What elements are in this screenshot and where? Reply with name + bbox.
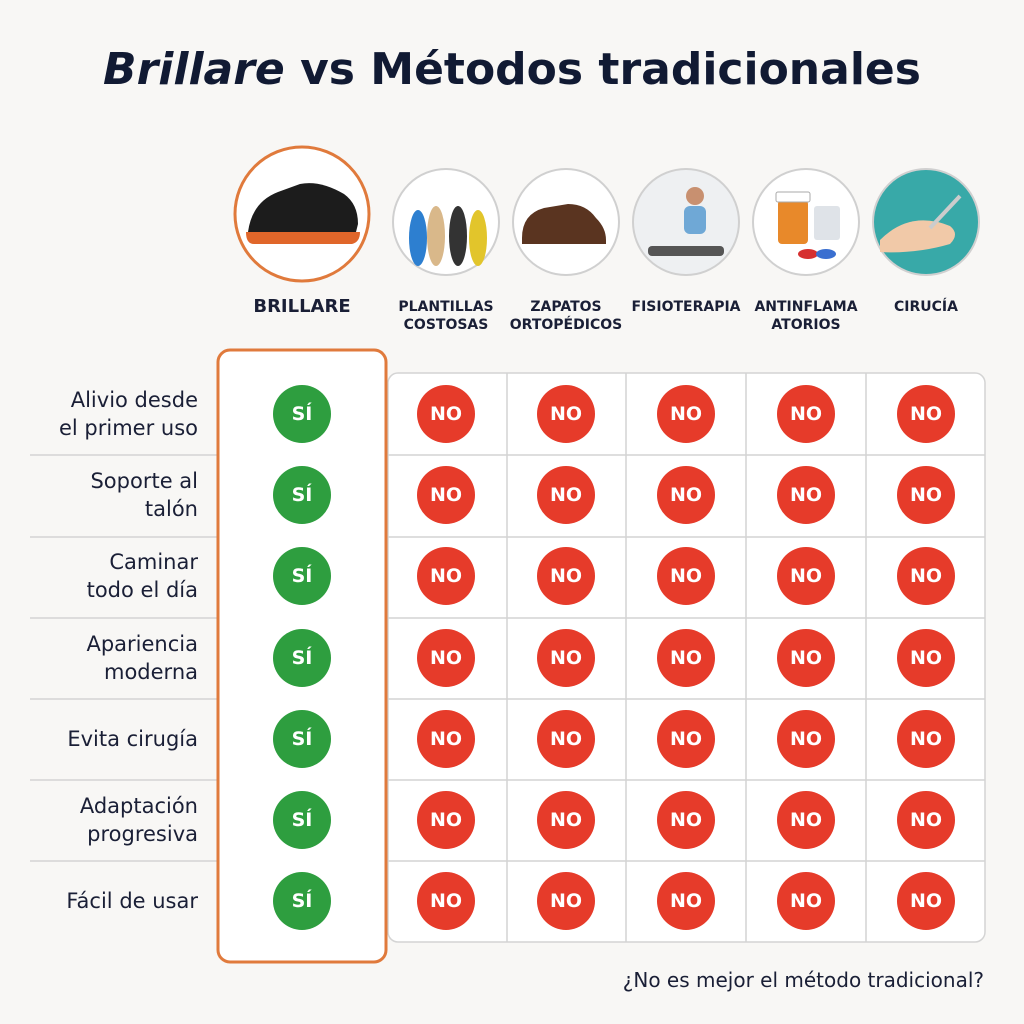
no-badge: NO (777, 872, 835, 931)
no-badge: NO (537, 628, 595, 687)
no-badge: NO (897, 709, 955, 768)
column-header: PLANTILLAS COSTOSAS (398, 299, 494, 333)
icon-brillare (233, 145, 371, 283)
column-header: FISIOTERAPIA (631, 299, 741, 315)
footer-question: ¿No es mejor el método tradicional? (622, 968, 984, 992)
no-badge: NO (537, 465, 595, 524)
no-badge: NO (777, 709, 835, 768)
column-header: ZAPATOS ORTOPÉDICOS (509, 299, 623, 333)
no-badge: NO (417, 791, 475, 850)
icon-cirugia (872, 168, 980, 276)
row-label: Apariencia moderna (86, 631, 198, 684)
yes-badge: SÍ (273, 791, 331, 850)
row-label: Adaptación progresiva (79, 794, 198, 847)
no-badge: NO (417, 465, 475, 524)
no-badge: NO (537, 384, 595, 443)
no-badge: NO (537, 547, 595, 606)
no-badge: NO (897, 872, 955, 931)
column-header: ANTINFLAMA ATORIOS (754, 299, 858, 333)
icon-antinflamatorios (752, 168, 860, 276)
row-label: Alivio desde el primer uso (58, 387, 198, 440)
no-badge: NO (657, 465, 715, 524)
no-badge: NO (657, 384, 715, 443)
no-badge: NO (897, 791, 955, 850)
row-label: Soporte al talón (90, 468, 198, 521)
no-badge: NO (657, 547, 715, 606)
icon-plantillas (392, 168, 500, 276)
yes-badge: SÍ (273, 465, 331, 524)
no-badge: NO (777, 791, 835, 850)
no-badge: NO (897, 628, 955, 687)
grid-lines (30, 373, 985, 942)
no-badge: NO (657, 791, 715, 850)
no-badge: NO (417, 384, 475, 443)
no-badge: NO (417, 547, 475, 606)
title: Brillare vs Métodos tradicionales (0, 44, 1024, 95)
column-header: BRILLARE (253, 296, 351, 317)
column-header: CIRUCÍA (894, 299, 958, 315)
icon-fisioterapia (632, 168, 740, 276)
no-badge: NO (537, 709, 595, 768)
no-badge: NO (537, 872, 595, 931)
no-badge: NO (417, 872, 475, 931)
yes-badge: SÍ (273, 628, 331, 687)
no-badge: NO (657, 872, 715, 931)
no-badge: NO (777, 628, 835, 687)
no-badge: NO (897, 384, 955, 443)
brand: Brillare (103, 44, 285, 95)
no-badge: NO (657, 709, 715, 768)
row-label: Evita cirugía (67, 726, 198, 751)
no-badge: NO (897, 547, 955, 606)
yes-badge: SÍ (273, 709, 331, 768)
no-badge: NO (537, 791, 595, 850)
icon-zapatos (512, 168, 620, 276)
no-badge: NO (777, 465, 835, 524)
no-badge: NO (657, 628, 715, 687)
yes-badge: SÍ (273, 384, 331, 443)
yes-badge: SÍ (273, 547, 331, 606)
no-badge: NO (417, 628, 475, 687)
no-badge: NO (417, 709, 475, 768)
row-label: Caminar todo el día (86, 550, 198, 603)
no-badge: NO (777, 384, 835, 443)
no-badge: NO (777, 547, 835, 606)
yes-badge: SÍ (273, 872, 331, 931)
title-rest: vs Métodos tradicionales (300, 44, 921, 95)
no-badge: NO (897, 465, 955, 524)
row-label: Fácil de usar (66, 889, 198, 914)
